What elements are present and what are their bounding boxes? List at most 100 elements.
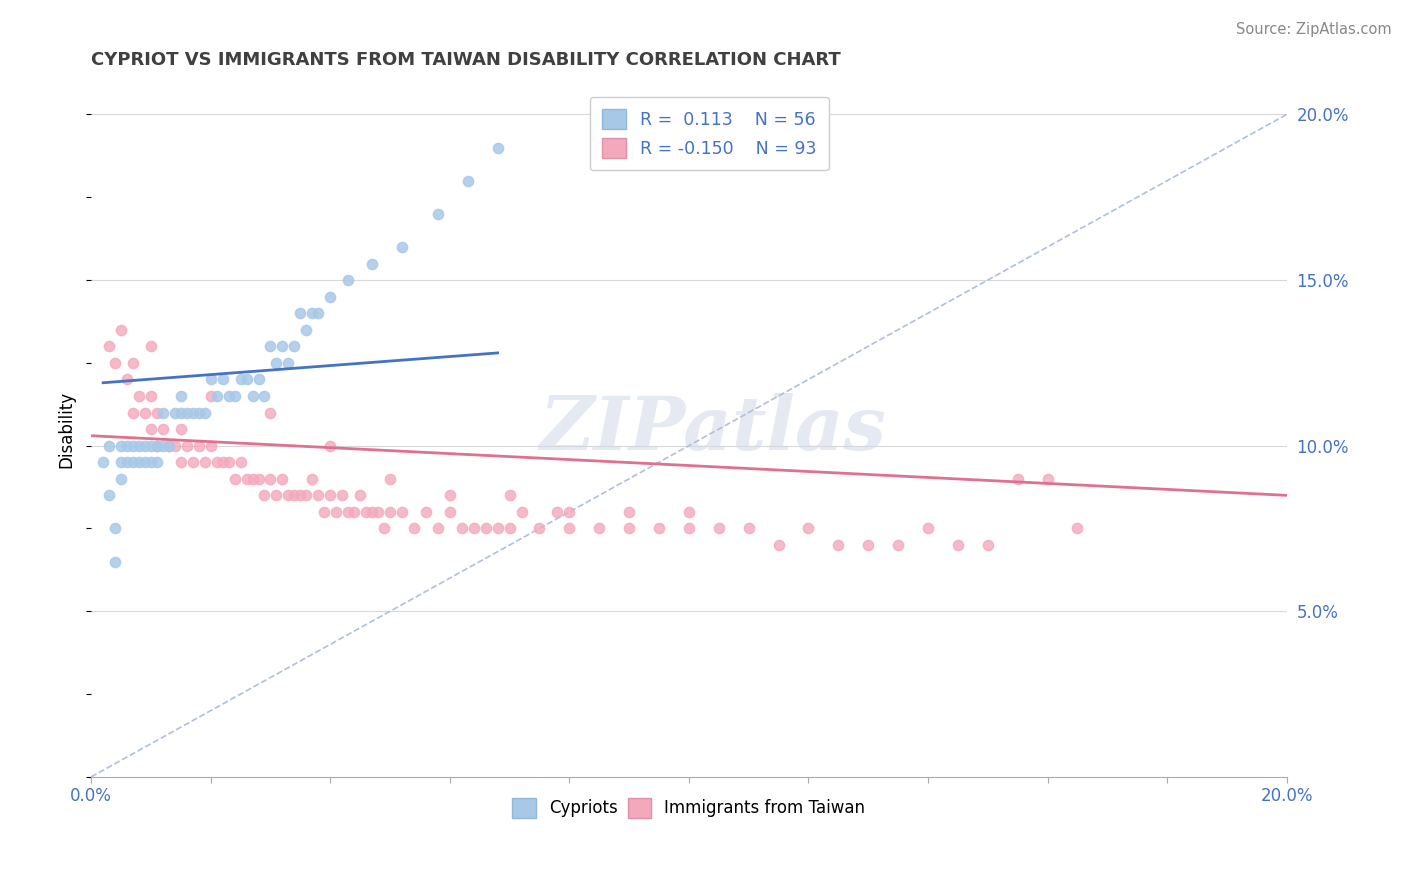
Point	[218, 389, 240, 403]
Point	[170, 422, 193, 436]
Point	[378, 505, 401, 519]
Point	[152, 405, 174, 419]
Point	[648, 521, 671, 535]
Point	[181, 455, 204, 469]
Point	[134, 439, 156, 453]
Point	[218, 455, 240, 469]
Point	[290, 488, 312, 502]
Point	[110, 439, 132, 453]
Point	[457, 174, 479, 188]
Point	[361, 505, 384, 519]
Point	[295, 488, 318, 502]
Point	[617, 521, 640, 535]
Point	[205, 455, 228, 469]
Point	[146, 405, 169, 419]
Point	[200, 389, 222, 403]
Point	[187, 439, 209, 453]
Point	[122, 455, 145, 469]
Point	[373, 521, 395, 535]
Point	[134, 405, 156, 419]
Point	[98, 488, 121, 502]
Point	[229, 372, 252, 386]
Point	[139, 422, 162, 436]
Point	[271, 472, 294, 486]
Point	[98, 339, 121, 353]
Point	[415, 505, 437, 519]
Point	[439, 488, 461, 502]
Point	[128, 455, 150, 469]
Point	[242, 389, 264, 403]
Point	[498, 488, 520, 502]
Point	[917, 521, 939, 535]
Point	[163, 439, 186, 453]
Point	[887, 538, 910, 552]
Point	[98, 439, 121, 453]
Point	[139, 455, 162, 469]
Point	[426, 521, 449, 535]
Point	[737, 521, 759, 535]
Point	[104, 521, 127, 535]
Point	[290, 306, 312, 320]
Point	[211, 455, 233, 469]
Point	[295, 323, 318, 337]
Point	[122, 439, 145, 453]
Point	[330, 488, 353, 502]
Point	[170, 389, 193, 403]
Point	[146, 439, 169, 453]
Point	[146, 439, 169, 453]
Point	[134, 455, 156, 469]
Point	[314, 505, 336, 519]
Point	[139, 389, 162, 403]
Point	[558, 521, 581, 535]
Point	[678, 521, 700, 535]
Point	[354, 505, 377, 519]
Point	[235, 472, 257, 486]
Point	[128, 439, 150, 453]
Point	[104, 356, 127, 370]
Point	[588, 521, 610, 535]
Point	[367, 505, 389, 519]
Point	[235, 372, 257, 386]
Point	[115, 372, 138, 386]
Point	[977, 538, 1000, 552]
Point	[856, 538, 879, 552]
Point	[181, 405, 204, 419]
Point	[391, 505, 413, 519]
Point	[797, 521, 820, 535]
Point	[337, 273, 360, 287]
Point	[115, 455, 138, 469]
Point	[463, 521, 485, 535]
Point	[361, 256, 384, 270]
Point	[768, 538, 790, 552]
Point	[283, 488, 305, 502]
Point	[200, 372, 222, 386]
Point	[259, 339, 281, 353]
Point	[337, 505, 360, 519]
Point	[253, 488, 276, 502]
Point	[402, 521, 425, 535]
Point	[176, 405, 198, 419]
Point	[110, 455, 132, 469]
Point	[277, 488, 299, 502]
Point	[152, 422, 174, 436]
Point	[439, 505, 461, 519]
Point	[91, 455, 114, 469]
Point	[110, 472, 132, 486]
Point	[224, 389, 246, 403]
Point	[678, 505, 700, 519]
Point	[391, 240, 413, 254]
Point	[247, 472, 270, 486]
Point	[146, 455, 169, 469]
Text: ZIPatlas: ZIPatlas	[540, 392, 886, 466]
Point	[176, 439, 198, 453]
Point	[325, 505, 347, 519]
Point	[115, 439, 138, 453]
Point	[486, 521, 509, 535]
Point	[510, 505, 533, 519]
Point	[266, 356, 288, 370]
Point	[301, 472, 323, 486]
Legend: Cypriots, Immigrants from Taiwan: Cypriots, Immigrants from Taiwan	[506, 791, 872, 824]
Point	[247, 372, 270, 386]
Point	[617, 505, 640, 519]
Point	[157, 439, 180, 453]
